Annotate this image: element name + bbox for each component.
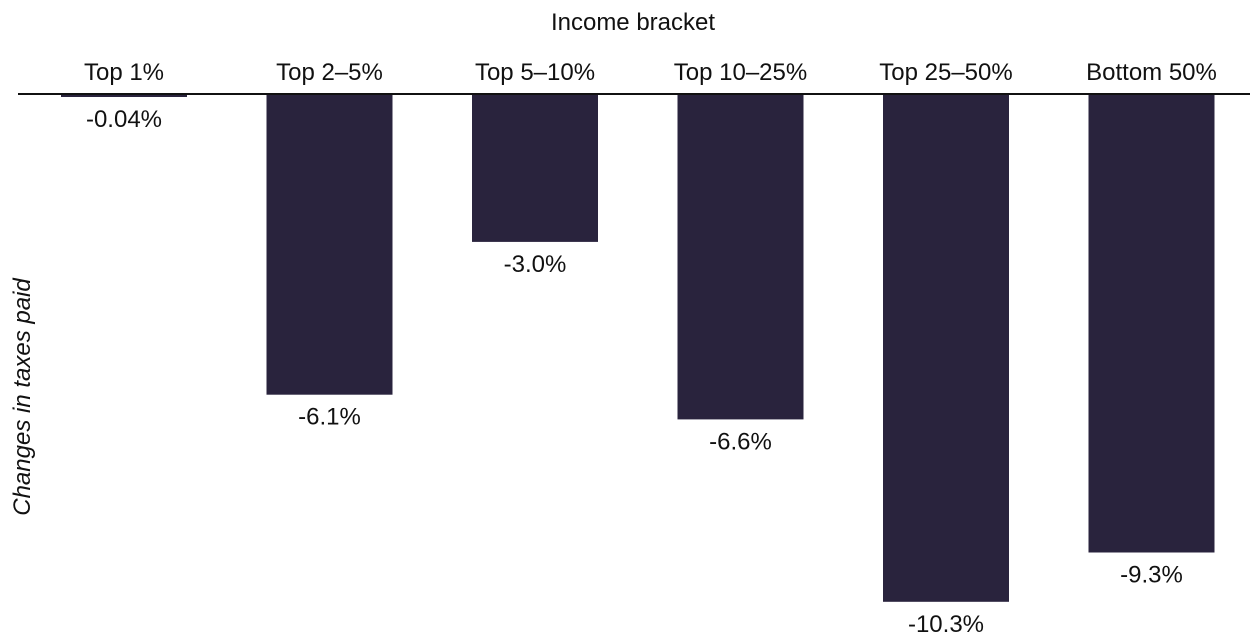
category-label-top-25-50: Top 25–50%: [879, 59, 1012, 86]
value-label-bottom-50: -9.3%: [1120, 562, 1183, 589]
value-label-top-10-25: -6.6%: [709, 428, 772, 455]
bars-layer: [61, 94, 1215, 602]
value-label-top-1: -0.04%: [86, 106, 162, 133]
value-labels-layer: -0.04% -6.1% -3.0% -6.6% -10.3% -9.3%: [86, 106, 1183, 637]
bar-top-1: [61, 94, 187, 97]
value-label-top-5-10: -3.0%: [504, 251, 567, 278]
category-label-top-10-25: Top 10–25%: [674, 59, 807, 86]
category-label-top-2-5: Top 2–5%: [276, 59, 383, 86]
x-axis-title: Income bracket: [551, 9, 715, 36]
value-label-top-25-50: -10.3%: [908, 611, 984, 632]
category-label-top-5-10: Top 5–10%: [475, 59, 595, 86]
category-label-bottom-50: Bottom 50%: [1086, 59, 1217, 86]
value-label-top-2-5: -6.1%: [298, 404, 361, 431]
bar-top-10-25: [677, 94, 804, 420]
bar-top-25-50: [883, 94, 1009, 602]
bar-top-5-10: [472, 94, 598, 242]
category-label-top-1: Top 1%: [84, 59, 164, 86]
bar-top-2-5: [266, 94, 393, 395]
bar-bottom-50: [1088, 94, 1215, 553]
y-axis-title: Changes in taxes paid: [9, 278, 36, 516]
category-labels-layer: Top 1% Top 2–5% Top 5–10% Top 10–25% Top 25–…: [84, 59, 1217, 86]
